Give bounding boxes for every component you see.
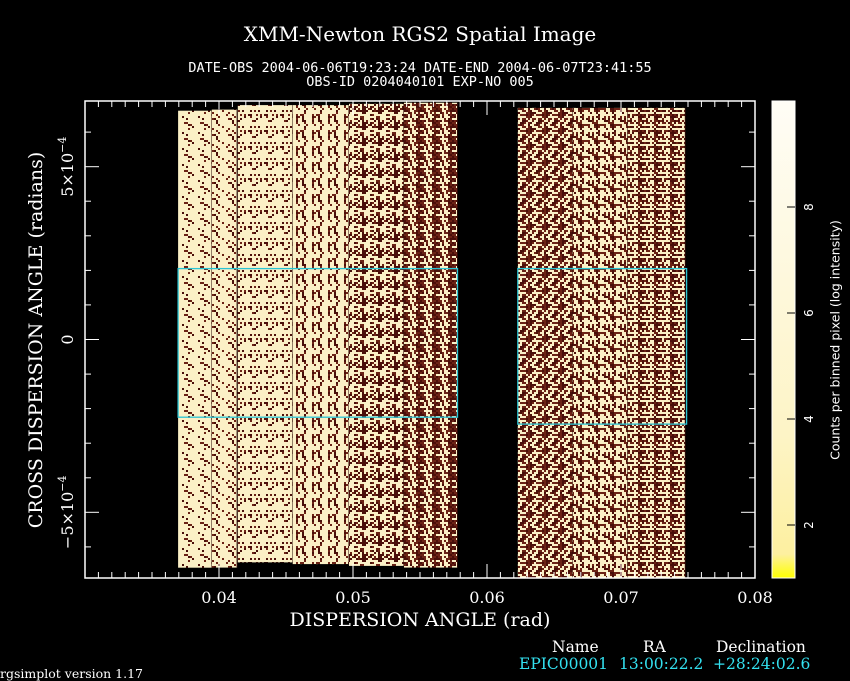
y-tick-mantissa: 0 bbox=[58, 334, 77, 344]
x-axis-ticks: 0.04 0.05 0.06 0.07 0.08 bbox=[84, 101, 773, 607]
extraction-region-2 bbox=[517, 267, 688, 425]
extraction-regions bbox=[177, 267, 688, 425]
ccd-chip-4 bbox=[292, 105, 349, 565]
source-header-ra: RA bbox=[643, 638, 666, 656]
ccd-chip-7 bbox=[517, 107, 573, 579]
obs-id-line: OBS-ID 0204040101 EXP-NO 005 bbox=[306, 74, 534, 90]
y-tick-exponent: −4 bbox=[56, 137, 69, 153]
y-tick-exponent: −4 bbox=[56, 476, 69, 492]
source-name: EPIC00001 bbox=[519, 655, 609, 673]
extraction-region-1 bbox=[177, 267, 459, 418]
colorbar-tick-label: 6 bbox=[802, 309, 816, 317]
y-axis-ticks: 5×10−40−5×10−4 bbox=[56, 131, 755, 550]
y-tick-mantissa: 5×10 bbox=[58, 153, 77, 197]
source-header-name: Name bbox=[552, 638, 599, 656]
colorbar-tick-label: 8 bbox=[802, 203, 816, 211]
colorbar-tick-label: 2 bbox=[802, 521, 816, 529]
y-axis-label: CROSS DISPERSION ANGLE (radians) bbox=[25, 151, 47, 529]
x-tick-label: 0.05 bbox=[335, 588, 371, 607]
x-tick-label: 0.06 bbox=[469, 588, 505, 607]
x-tick-label: 0.07 bbox=[603, 588, 639, 607]
colorbar-tick-label: 4 bbox=[802, 415, 816, 423]
x-tick-label: 0.04 bbox=[201, 588, 237, 607]
source-ra: 13:00:22.2 bbox=[619, 655, 704, 673]
colorbar-ticks: 2 4 6 8 bbox=[787, 203, 816, 529]
version-label: rgsimplot version 1.17 bbox=[0, 666, 143, 681]
image-chips bbox=[178, 102, 686, 579]
y-tick-mantissa: −5×10 bbox=[58, 492, 77, 549]
source-declination: +28:24:02.6 bbox=[713, 655, 811, 673]
ccd-chip-1 bbox=[178, 110, 212, 568]
y-tick-label: −5×10−4 bbox=[56, 476, 77, 550]
source-header-declination: Declination bbox=[716, 638, 806, 656]
ccd-chip-6 bbox=[403, 102, 458, 568]
y-tick-label: 5×10−4 bbox=[56, 137, 77, 197]
ccd-chip-3 bbox=[237, 105, 293, 563]
date-line: DATE-OBS 2004-06-06T19:23:24 DATE-END 20… bbox=[188, 60, 652, 76]
ccd-chip-9 bbox=[627, 107, 686, 579]
ccd-chip-5 bbox=[349, 103, 404, 566]
colorbar-label: Counts per binned pixel (log intensity) bbox=[827, 220, 843, 460]
colorbar bbox=[771, 100, 796, 579]
ccd-chip-2 bbox=[211, 109, 238, 568]
x-axis-label: DISPERSION ANGLE (rad) bbox=[289, 609, 551, 631]
x-tick-label: 0.08 bbox=[737, 588, 773, 607]
ccd-chip-8 bbox=[572, 107, 628, 579]
chart-title: XMM-Newton RGS2 Spatial Image bbox=[243, 22, 597, 46]
y-tick-label: 0 bbox=[58, 334, 77, 344]
